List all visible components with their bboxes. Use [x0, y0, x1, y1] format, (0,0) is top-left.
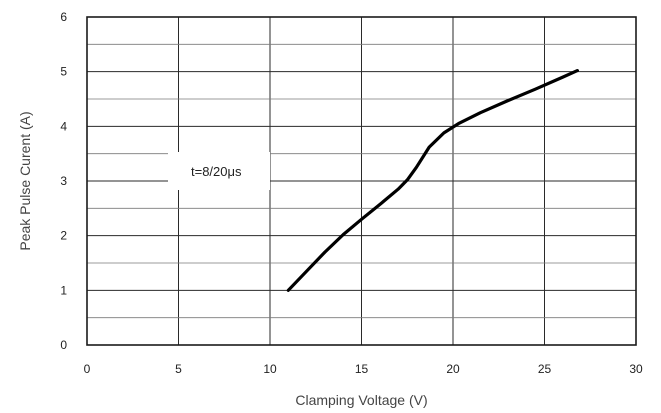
- x-tick-label: 5: [175, 362, 182, 376]
- y-tick-label: 1: [60, 283, 67, 297]
- y-tick-label: 4: [60, 119, 67, 133]
- annotation-background: [168, 152, 270, 190]
- grid: [86, 16, 637, 346]
- plot-frame: [86, 16, 637, 346]
- y-tick-labels: 0 1 2 3 4 5 6: [60, 10, 67, 352]
- y-tick-label: 6: [60, 10, 67, 24]
- x-tick-label: 15: [355, 362, 369, 376]
- y-tick-label: 3: [60, 174, 67, 188]
- y-tick-label: 5: [60, 65, 67, 79]
- x-tick-label: 20: [446, 362, 460, 376]
- x-tick-label: 0: [84, 362, 91, 376]
- x-axis-label: Clamping Voltage (V): [295, 392, 427, 408]
- x-tick-label: 10: [263, 362, 277, 376]
- y-tick-label: 0: [60, 338, 67, 352]
- y-tick-label: 2: [60, 229, 67, 243]
- annotation-label: t=8/20μs: [191, 164, 242, 179]
- x-tick-label: 30: [629, 362, 643, 376]
- y-axis-label: Peak Pulse Curent (A): [17, 111, 33, 250]
- x-tick-labels: 0 5 10 15 20 25 30: [84, 362, 643, 376]
- series-line: [286, 69, 579, 292]
- x-tick-label: 25: [538, 362, 552, 376]
- annotation-group: t=8/20μs: [168, 152, 270, 190]
